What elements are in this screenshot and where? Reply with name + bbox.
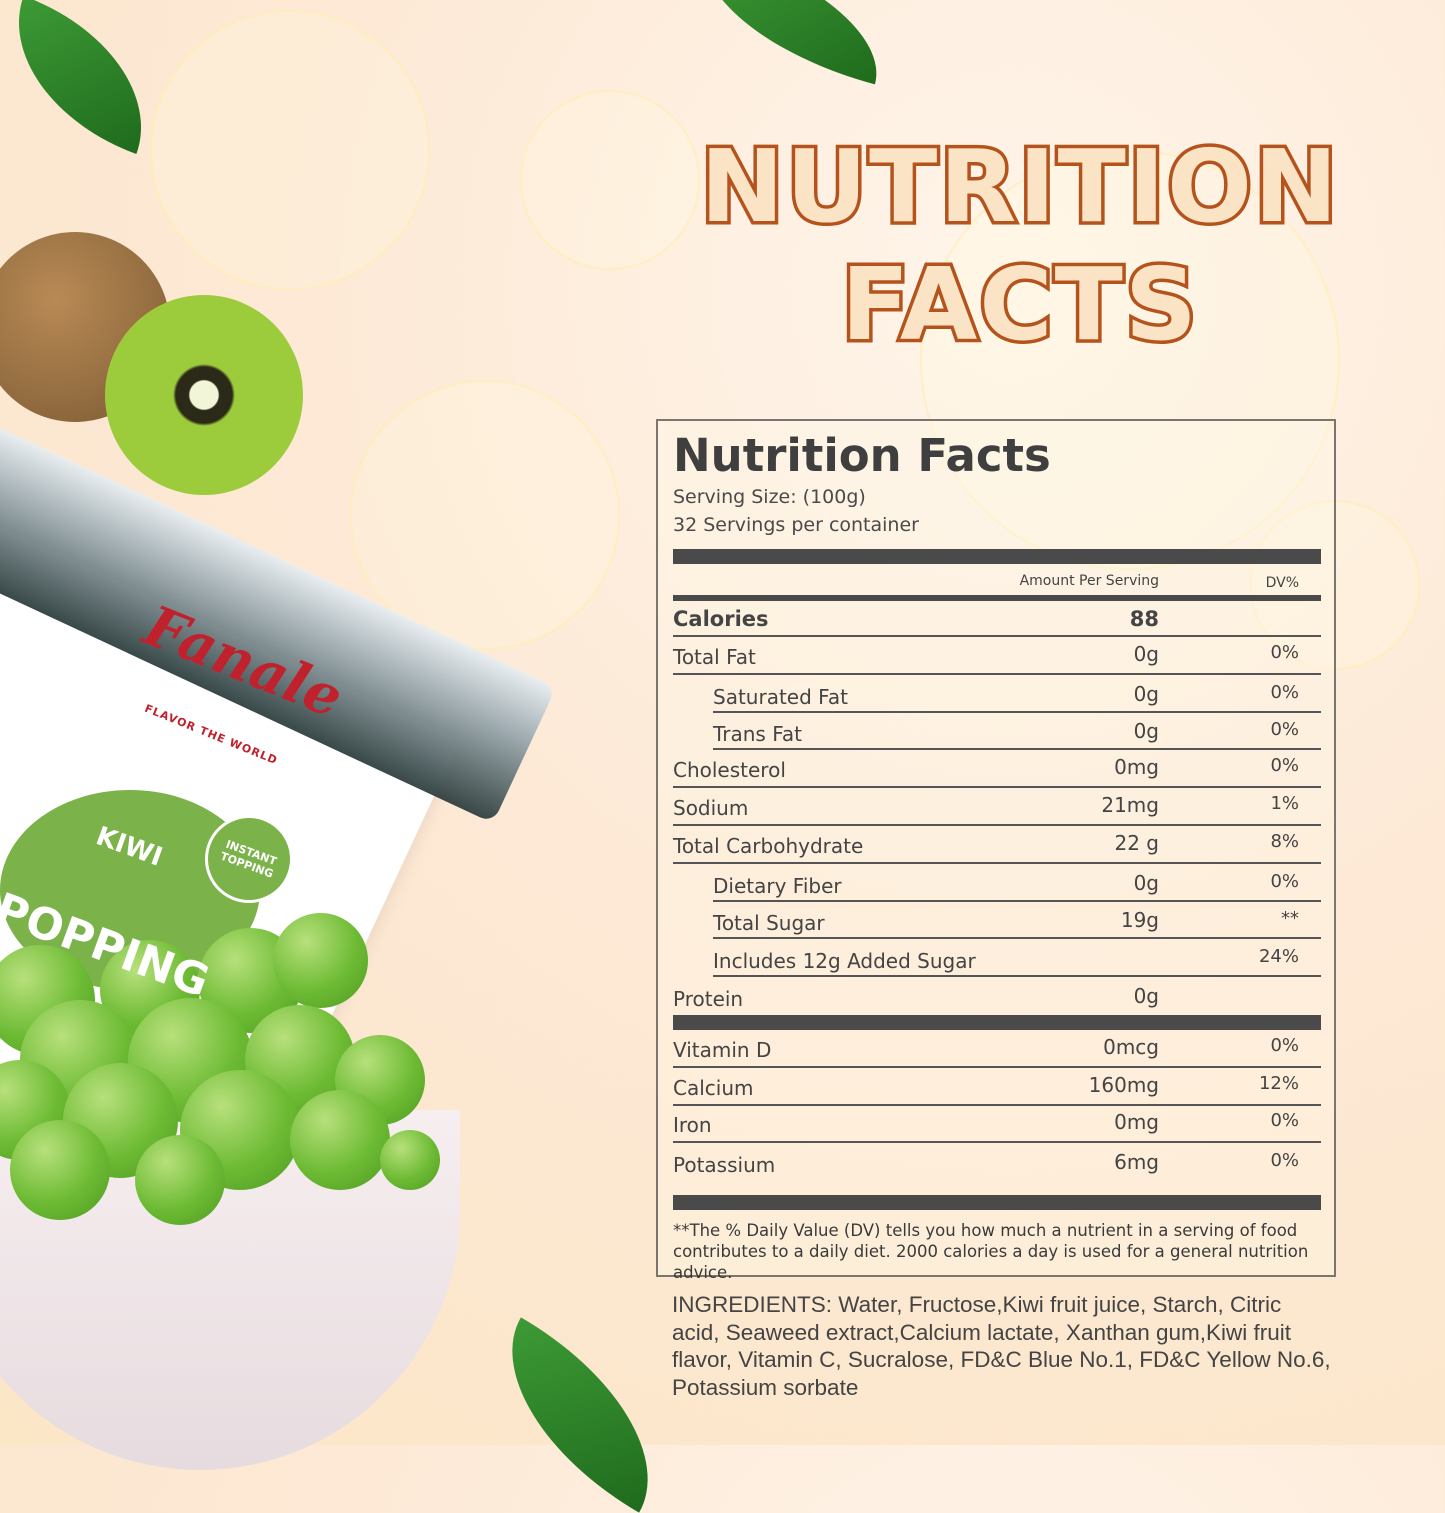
nutrient-row: Trans Fat 0g 0% <box>673 713 1321 751</box>
boba-ball <box>380 1130 440 1190</box>
nutrient-dv: ** <box>1281 908 1299 930</box>
nutrient-name: Potassium <box>673 1153 776 1178</box>
bubble-decoration <box>350 380 620 650</box>
nutrient-amount: 0mcg <box>1103 1034 1159 1059</box>
nutrient-name: Total Fat <box>673 644 756 669</box>
nutrient-name: Cholesterol <box>673 758 786 783</box>
headline-line-2: FACTS <box>838 243 1201 367</box>
nutrient-dv: 0% <box>1270 681 1299 703</box>
nutrient-name: Dietary Fiber <box>713 873 842 898</box>
nutrient-dv: 0% <box>1270 755 1299 777</box>
amount-header: Amount Per Serving <box>1019 573 1159 589</box>
nutrient-row: Includes 12g Added Sugar 24% <box>673 939 1321 977</box>
nutrient-row: Total Fat 0g 0% <box>673 637 1321 675</box>
nutrient-amount: 0g <box>1133 641 1159 666</box>
nutrient-amount: 21mg <box>1101 792 1159 817</box>
nutrition-label: Nutrition Facts Serving Size: (100g) 32 … <box>656 419 1336 1282</box>
divider-thick <box>673 549 1321 564</box>
calories-label: Calories <box>673 607 769 631</box>
nutrient-amount: 19g <box>1120 908 1159 933</box>
nutrient-name: Vitamin D <box>673 1037 772 1062</box>
nutrient-amount: 6mg <box>1114 1150 1159 1175</box>
calories-value: 88 <box>1129 607 1159 631</box>
bubble-decoration <box>920 150 1340 570</box>
nutrient-dv: 0% <box>1270 719 1299 741</box>
nutrient-row: Calcium 160mg 12% <box>673 1068 1321 1106</box>
nutrient-dv: 1% <box>1270 792 1299 814</box>
nutrient-row: Vitamin D 0mcg 0% <box>673 1030 1321 1068</box>
headline: NUTRITION FACTS <box>690 125 1350 367</box>
nutrient-dv: 0% <box>1270 1150 1299 1172</box>
nutrient-name: Trans Fat <box>713 722 802 747</box>
nutrient-name: Sodium <box>673 795 749 820</box>
leaf-decoration <box>681 0 899 85</box>
nutrient-row: Total Carbohydrate 22 g 8% <box>673 826 1321 864</box>
leaf-decoration <box>465 1317 695 1513</box>
kiwi-half <box>105 295 303 495</box>
nutrient-row: Sodium 21mg 1% <box>673 788 1321 826</box>
nutrient-amount: 0g <box>1133 681 1159 706</box>
column-headers: Amount Per Serving DV% <box>673 564 1321 595</box>
nutrient-row: Cholesterol 0mg 0% <box>673 750 1321 789</box>
boba-ball <box>290 1090 390 1190</box>
nutrient-row: Protein 0g <box>673 977 1321 1015</box>
nutrient-name: Total Carbohydrate <box>673 833 864 858</box>
divider-medium <box>673 595 1321 601</box>
vitamin-rows: Vitamin D 0mcg 0% Calcium 160mg 12% Iron 0mg 0% P… <box>673 1030 1321 1181</box>
nutrient-amount: 160mg <box>1088 1072 1159 1097</box>
divider-thick <box>673 1014 1321 1030</box>
bubble-decoration <box>520 90 700 270</box>
headline-line-1: NUTRITION <box>697 125 1341 249</box>
nutrient-dv: 8% <box>1270 830 1299 852</box>
nutrient-dv: 0% <box>1270 641 1299 663</box>
nutrient-dv: 12% <box>1258 1072 1299 1094</box>
nutrient-dv: 0% <box>1270 1034 1299 1056</box>
divider-thick <box>673 1195 1321 1211</box>
dv-header: DV% <box>1265 575 1299 591</box>
nutrient-name: Includes 12g Added Sugar <box>713 949 976 974</box>
nutrient-name: Protein <box>673 986 744 1011</box>
label-title: Nutrition Facts <box>673 429 1051 482</box>
nutrient-amount: 0mg <box>1114 1110 1159 1135</box>
nutrient-row: Saturated Fat 0g 0% <box>673 675 1321 713</box>
servings-per-container: 32 Servings per container <box>673 514 919 536</box>
nutrient-row: Dietary Fiber 0g 0% <box>673 864 1321 902</box>
nutrient-row: Potassium 6mg 0% <box>673 1143 1321 1181</box>
calories-row: Calories 88 <box>673 601 1321 637</box>
leaf-decoration <box>0 0 174 155</box>
nutrient-rows: Total Fat 0g 0% Saturated Fat 0g 0% Trans Fat 0… <box>673 637 1321 1015</box>
boba-ball <box>10 1120 110 1220</box>
nutrient-name: Calcium <box>673 1075 754 1100</box>
serving-size: Serving Size: (100g) <box>673 486 866 508</box>
nutrient-name: Total Sugar <box>713 911 825 936</box>
nutrient-amount: 0g <box>1133 983 1159 1008</box>
nutrient-amount: 0g <box>1133 870 1159 895</box>
nutrient-row: Iron 0mg 0% <box>673 1106 1321 1144</box>
bubble-decoration <box>150 10 430 290</box>
nutrient-amount: 22 g <box>1114 830 1159 855</box>
nutrient-row: Total Sugar 19g ** <box>673 902 1321 940</box>
nutrient-name: Iron <box>673 1113 712 1138</box>
nutrient-amount: 0g <box>1133 719 1159 744</box>
boba-ball <box>135 1135 225 1225</box>
nutrient-amount: 0mg <box>1114 755 1159 780</box>
dv-footnote: **The % Daily Value (DV) tells you how m… <box>673 1221 1309 1283</box>
ingredients: INGREDIENTS: Water, Fructose,Kiwi fruit … <box>672 1292 1331 1400</box>
nutrient-dv: 0% <box>1270 870 1299 892</box>
nutrient-dv: 24% <box>1258 946 1299 968</box>
boba-ball <box>272 912 368 1008</box>
nutrient-dv: 0% <box>1270 1110 1299 1132</box>
nutrient-name: Saturated Fat <box>713 684 848 709</box>
